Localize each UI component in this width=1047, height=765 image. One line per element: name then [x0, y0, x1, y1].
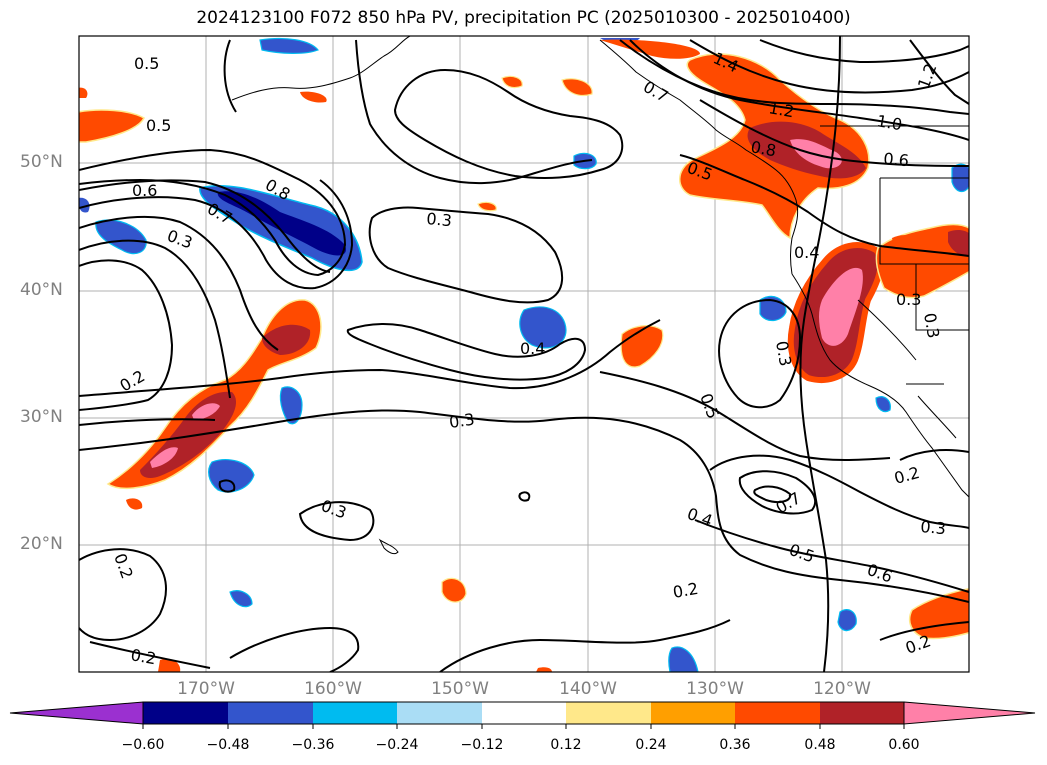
colorbar-extend-high	[903, 701, 1036, 725]
colorbar-tick-label: −0.48	[206, 737, 250, 753]
contour-label: 0.3	[920, 517, 947, 538]
lon-label: 140°W	[559, 679, 617, 699]
contour-label: 0.3	[772, 339, 795, 367]
lat-label: 30°N	[20, 407, 63, 427]
colorbar-bin	[820, 702, 904, 724]
contour-label: 0.2	[129, 645, 157, 668]
colorbar-bin	[143, 702, 228, 724]
contour-label: 0.6	[132, 181, 157, 200]
map-frame	[78, 35, 970, 673]
colorbar-tick-label: −0.12	[460, 737, 504, 753]
colorbar-tick-label: 0.36	[719, 737, 751, 753]
contour-label: 1.0	[875, 111, 903, 134]
pv-contours	[79, 36, 969, 672]
colorbar-tick-label: −0.36	[291, 737, 335, 753]
lat-label: 40°N	[20, 280, 63, 300]
contour-label: 0.5	[134, 54, 159, 73]
map-plot-area	[79, 36, 969, 672]
lon-label: 170°W	[177, 679, 235, 699]
contour-label: 0.3	[448, 410, 476, 432]
colorbar-bin	[566, 702, 651, 724]
contour-label: 0.6	[883, 149, 910, 170]
lat-label: 50°N	[20, 152, 63, 172]
lon-label: 130°W	[686, 679, 744, 699]
map-title: 2024123100 F072 850 hPa PV, precipitatio…	[196, 8, 851, 28]
colorbar-bin	[735, 702, 820, 724]
colorbar-tick-label: −0.24	[375, 737, 419, 753]
negative-anomaly-shading	[79, 37, 969, 672]
contour-label: 0.3	[426, 209, 453, 230]
colorbar-bin	[482, 702, 566, 724]
contour-label: 0.4	[520, 339, 545, 358]
colorbar-bin	[228, 702, 313, 724]
colorbar-tick-label: 0.60	[888, 737, 920, 753]
colorbar-tick-label: 0.12	[550, 737, 582, 753]
contour-label: 0.2	[671, 579, 699, 602]
colorbar-extend-low	[9, 701, 144, 725]
coastlines	[218, 36, 969, 555]
colorbar-tick-label: 0.48	[804, 737, 836, 753]
contour-label: 0.4	[794, 243, 819, 262]
colorbar-bin	[397, 702, 482, 724]
lon-label: 150°W	[431, 679, 489, 699]
contour-label: 1.2	[767, 98, 795, 121]
contour-label: 0.8	[749, 137, 777, 160]
contour-label: 0.3	[896, 290, 921, 309]
lon-label: 160°W	[304, 679, 362, 699]
colorbar-bin	[313, 702, 397, 724]
contour-label: 0.3	[920, 311, 943, 339]
colorbar-tick-label: −0.60	[121, 737, 165, 753]
lat-label: 20°N	[20, 534, 63, 554]
lon-label: 120°W	[813, 679, 871, 699]
colorbar	[9, 701, 1036, 729]
colorbar-bin	[651, 702, 735, 724]
colorbar-tick-label: 0.24	[635, 737, 667, 753]
contour-label: 0.5	[146, 116, 171, 135]
